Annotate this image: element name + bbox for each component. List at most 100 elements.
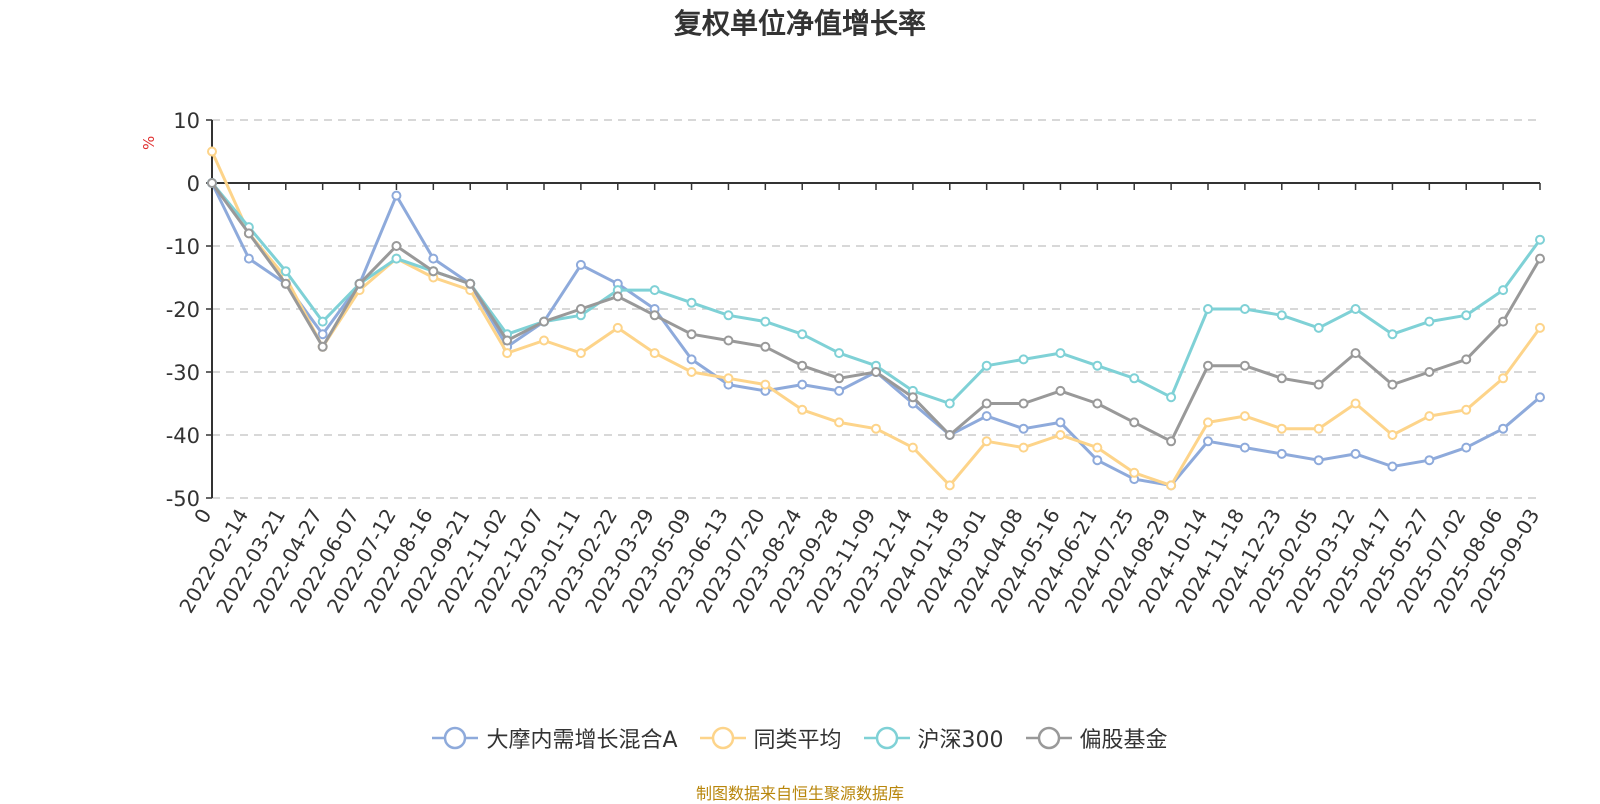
data-point: [243, 228, 254, 239]
data-point: [723, 335, 734, 346]
data-point: [686, 297, 697, 308]
data-point: [1276, 373, 1287, 384]
data-point: [502, 348, 513, 359]
data-point: [1129, 467, 1140, 478]
data-point: [723, 373, 734, 384]
data-point: [1055, 417, 1066, 428]
data-point: [649, 348, 660, 359]
data-point: [1498, 285, 1509, 296]
data-point: [612, 291, 623, 302]
data-point: [1313, 322, 1324, 333]
series-group: [207, 146, 1545, 491]
data-point: [1166, 392, 1177, 403]
data-point: [1092, 442, 1103, 453]
data-point: [1350, 304, 1361, 314]
data-point: [612, 322, 623, 333]
data-point: [907, 442, 918, 453]
data-point: [1203, 304, 1213, 314]
data-point: [1276, 423, 1287, 434]
data-point: [539, 316, 549, 327]
legend-item-0[interactable]: 大摩内需增长混合A: [432, 722, 678, 754]
data-point: [1350, 448, 1361, 459]
data-point: [1055, 348, 1066, 359]
data-point: [834, 385, 845, 396]
legend-label: 同类平均: [753, 728, 842, 753]
data-point: [797, 329, 808, 340]
data-point: [871, 423, 881, 434]
data-point: [1203, 417, 1213, 428]
data-point: [428, 253, 439, 264]
data-point: [1461, 310, 1472, 321]
data-point: [686, 367, 697, 377]
data-point: [1424, 316, 1435, 327]
data-point: [649, 310, 660, 321]
data-point: [1166, 436, 1177, 447]
data-point: [465, 278, 476, 289]
legend-label: 大摩内需增长混合A: [486, 728, 678, 753]
data-point: [1498, 423, 1509, 434]
data-point: [391, 253, 402, 264]
legend-item-1[interactable]: 同类平均: [699, 722, 842, 754]
data-point: [1461, 442, 1472, 453]
data-point: [1129, 417, 1140, 428]
data-source-note: 制图数据来自恒生聚源数据库: [695, 784, 904, 803]
data-point: [834, 348, 845, 359]
legend-swatch-icon: [699, 726, 746, 750]
data-point: [834, 373, 845, 384]
data-point: [1239, 304, 1250, 314]
data-point: [981, 398, 992, 409]
x-axis: 02022-02-142022-03-212022-04-272022-06-0…: [174, 182, 1544, 617]
y-tick-label: 10: [173, 109, 200, 133]
data-point: [907, 392, 918, 403]
data-point: [1203, 360, 1213, 371]
data-point: [1535, 392, 1545, 403]
data-point: [207, 178, 217, 188]
legend-item-2[interactable]: 沪深300: [863, 722, 1004, 754]
data-point: [1498, 373, 1509, 384]
data-point: [207, 146, 217, 157]
data-point: [760, 379, 771, 390]
y-tick-label: -10: [166, 235, 200, 259]
data-point: [1239, 442, 1250, 453]
grid-lines: [212, 119, 1540, 499]
data-point: [1313, 379, 1324, 390]
x-tick-label: 0: [189, 505, 216, 528]
data-point: [649, 285, 660, 296]
data-point: [502, 335, 513, 346]
data-point: [1424, 411, 1435, 422]
data-point: [944, 480, 955, 491]
data-point: [428, 266, 439, 277]
data-point: [317, 341, 328, 352]
data-point: [723, 310, 734, 321]
data-point: [280, 278, 291, 289]
data-point: [1387, 329, 1398, 340]
data-point: [1203, 436, 1213, 447]
data-point: [1239, 360, 1250, 371]
data-point: [1350, 398, 1361, 409]
data-point: [797, 404, 808, 415]
data-point: [1424, 455, 1435, 466]
data-point: [317, 329, 328, 340]
data-point: [1055, 430, 1066, 440]
data-point: [243, 253, 254, 264]
data-point: [1535, 234, 1545, 245]
y-tick-label: -50: [166, 487, 200, 511]
data-point: [539, 335, 549, 346]
data-point: [1276, 448, 1287, 459]
data-point: [1535, 253, 1545, 264]
data-point: [1166, 480, 1177, 491]
data-point: [1313, 455, 1324, 466]
data-point: [1461, 404, 1472, 415]
data-point: [1387, 379, 1398, 390]
data-point: [981, 436, 992, 447]
y-tick-label: -20: [166, 298, 200, 322]
data-point: [575, 304, 586, 314]
legend-item-3[interactable]: 偏股基金: [1025, 722, 1168, 754]
data-point: [280, 266, 291, 277]
data-point: [797, 360, 808, 371]
data-point: [981, 411, 992, 422]
data-point: [1387, 430, 1398, 440]
data-point: [317, 316, 328, 327]
data-point: [760, 316, 771, 327]
data-point: [1424, 367, 1435, 377]
